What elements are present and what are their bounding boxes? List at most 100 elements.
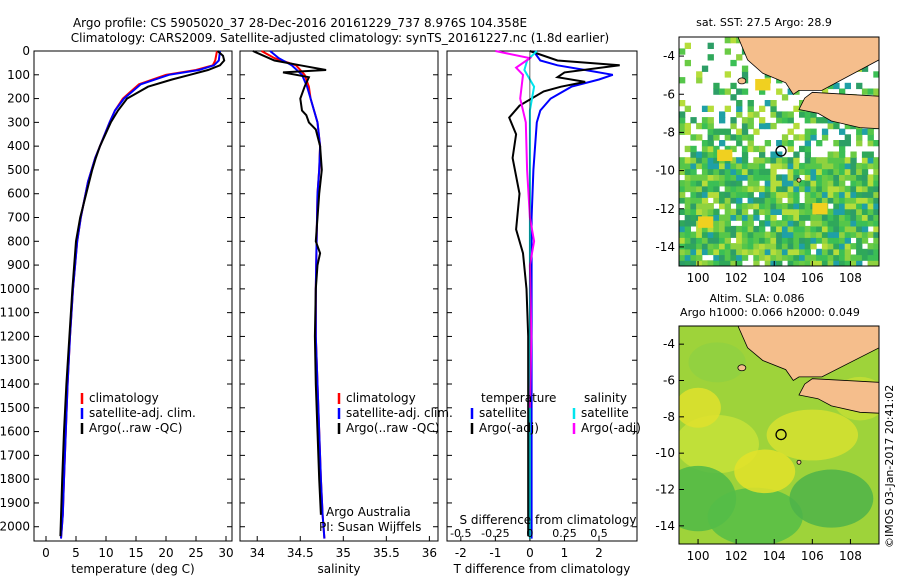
sst-pixel [787, 191, 794, 198]
sst-pixel [793, 162, 800, 170]
sst-pixel [839, 145, 846, 153]
lon-tick-label: 100 [687, 549, 710, 563]
sst-pixel [690, 134, 697, 141]
sst-pixel [690, 145, 697, 153]
sst-pixel [684, 168, 691, 175]
lon-tick-label: 106 [801, 271, 824, 285]
sla-anomaly-blob [688, 342, 746, 383]
sst-pixel [776, 254, 783, 261]
sst-pixel [833, 185, 840, 193]
lon-tick-label: 104 [763, 271, 786, 285]
sst-pixel [696, 231, 703, 238]
sst-pixel [770, 214, 777, 221]
sst-pixel [804, 191, 811, 198]
sst-pixel [827, 220, 834, 227]
sst-pixel [770, 248, 777, 256]
sst-pixel [753, 254, 760, 261]
sst-pixel [827, 243, 834, 250]
sst-pixel [816, 237, 823, 244]
sst-pixel [816, 225, 823, 233]
sst-pixel [793, 231, 800, 238]
sst-pixel [787, 243, 794, 250]
sst-pixel [713, 82, 720, 90]
sst-pixel [781, 237, 789, 244]
sst-pixel [679, 220, 686, 227]
sst-pixel [867, 151, 874, 158]
sst-pixel [679, 208, 686, 215]
sst-pixel [701, 260, 709, 266]
sst-pixel [839, 248, 846, 256]
sst-pixel [833, 254, 840, 261]
sst-pixel [684, 237, 691, 244]
sst-pixel [707, 134, 714, 141]
sst-pixel [747, 203, 754, 210]
sst-pixel [707, 191, 714, 198]
sst-pixel [741, 214, 749, 221]
sst-pixel [753, 145, 760, 153]
sst-pixel [867, 220, 874, 227]
sst-map-title: sat. SST: 27.5 Argo: 28.9 [696, 16, 832, 29]
sst-pixel [770, 157, 777, 164]
sst-pixel [701, 237, 709, 244]
sst-pixel [844, 260, 851, 266]
sst-pixel [741, 243, 749, 250]
sst-pixel [759, 208, 766, 215]
imos-stamp: ©IMOS 03-Jan-2017 20:41:02 [883, 385, 896, 548]
x-axis-label: temperature (deg C) [71, 562, 194, 576]
sst-pixel [867, 191, 874, 198]
sst-pixel [833, 231, 840, 238]
x-tick-label: 25 [188, 546, 203, 560]
sst-pixel [799, 214, 806, 221]
figure-title-line1: Argo profile: CS 5905020_37 28-Dec-2016 … [73, 16, 527, 30]
sst-pixel [759, 231, 766, 238]
sst-pixel [736, 191, 743, 198]
sst-pixel [861, 157, 869, 164]
depth-tick-label: 1700 [0, 448, 30, 462]
sst-pixel [810, 117, 817, 124]
sst-pixel [839, 174, 846, 181]
sst-pixel [701, 145, 709, 153]
sst-pixel [684, 220, 691, 227]
sst-pixel [724, 71, 731, 78]
sst-pixel [804, 162, 811, 170]
sst-pixel [867, 254, 874, 261]
sst-pixel [741, 208, 749, 215]
sst-pixel [879, 232, 885, 238]
sst-pixel [741, 88, 749, 95]
sst-pixel [690, 157, 697, 164]
lat-tick-label: -8 [663, 410, 675, 424]
sst-pixel [856, 162, 863, 170]
sst-pixel [793, 254, 800, 261]
sst-pixel [793, 180, 800, 187]
christmas-island [796, 459, 802, 465]
sst-pixel [690, 191, 697, 198]
sst-pixel [793, 191, 800, 198]
sst-pixel [839, 260, 846, 266]
sst-pixel [696, 180, 703, 187]
sst-pixel [696, 225, 703, 233]
depth-tick-label: 1800 [0, 472, 30, 486]
sst-pixel [736, 174, 743, 181]
x-tick-label: 34.5 [287, 546, 314, 560]
sst-pixel [719, 180, 726, 187]
depth-tick-label: 1900 [0, 496, 30, 510]
sst-pixel [684, 185, 691, 193]
sst-pixel [810, 162, 817, 170]
sst-pixel [696, 191, 703, 198]
sst-pixel [776, 220, 783, 227]
sst-pixel [719, 248, 726, 256]
sst-pixel [764, 203, 771, 210]
sst-pixel [753, 174, 760, 181]
sst-pixel [844, 243, 851, 250]
sst-pixel [770, 220, 777, 227]
sst-pixel [759, 243, 766, 250]
sst-pixel [787, 237, 794, 244]
sst-pixel [781, 231, 789, 238]
sst-pixel [707, 185, 714, 193]
sst-pixel [816, 162, 823, 170]
sst-pixel [850, 208, 857, 215]
sst-pixel [713, 191, 720, 198]
sst-pixel [707, 260, 714, 266]
sst-pixel [799, 225, 806, 233]
argo-position-marker [775, 428, 787, 441]
